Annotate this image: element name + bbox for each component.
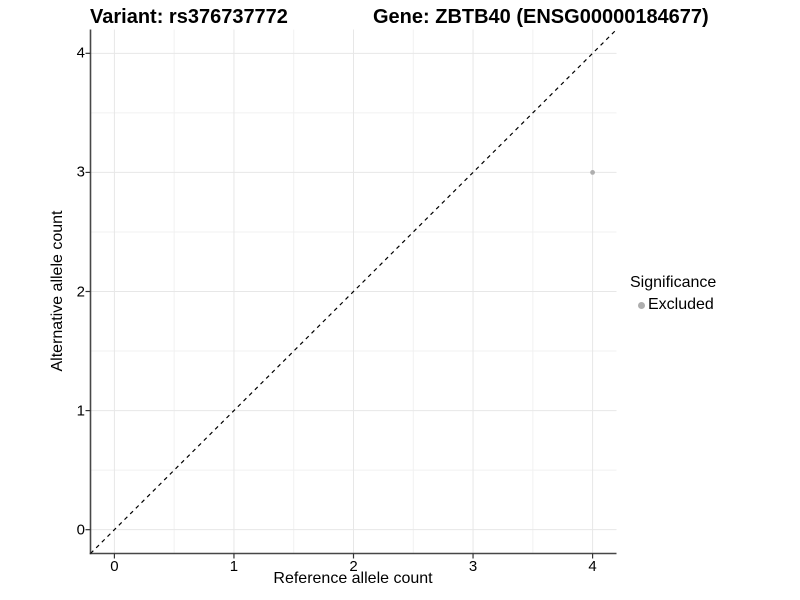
y-tick-label: 4	[76, 44, 85, 62]
x-tick-label: 0	[110, 558, 119, 575]
gene-title: Gene: ZBTB40 (ENSG00000184677)	[373, 6, 709, 28]
y-tick-label: 0	[76, 521, 85, 539]
y-tick-label: 1	[76, 402, 85, 420]
legend: Significance Excluded	[630, 274, 716, 314]
legend-item-label: Excluded	[648, 296, 714, 313]
data-point	[590, 170, 595, 175]
x-tick-label: 2	[349, 558, 358, 575]
x-axis-title: Reference allele count	[273, 570, 433, 587]
identity-line	[90, 29, 617, 554]
x-tick-label: 4	[588, 558, 597, 575]
y-axis-title: Alternative allele count	[49, 210, 66, 372]
y-tick-label: 2	[76, 283, 85, 300]
y-tick-label: 3	[76, 163, 85, 181]
x-tick-label: 1	[229, 558, 239, 575]
legend-item: Excluded	[630, 296, 716, 314]
x-tick-label: 3	[468, 558, 478, 575]
variant-title: Variant: rs376737772	[90, 6, 288, 28]
legend-title: Significance	[630, 274, 717, 291]
legend-point-icon	[638, 302, 645, 309]
